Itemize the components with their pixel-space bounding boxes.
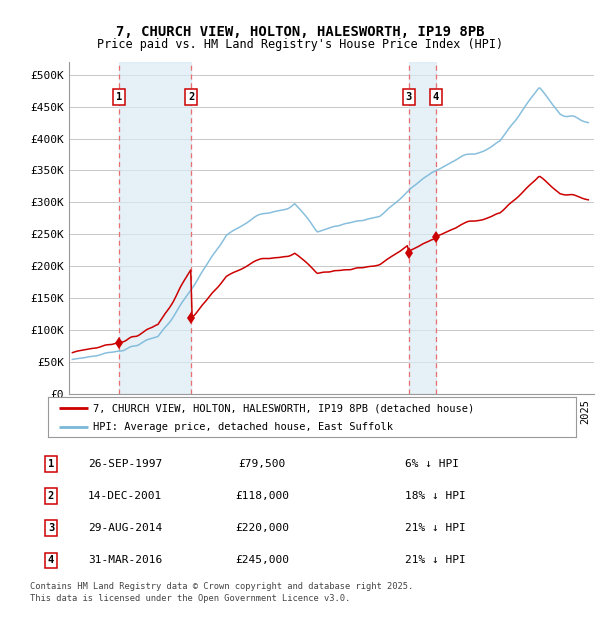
Text: 4: 4 <box>48 556 54 565</box>
Text: Price paid vs. HM Land Registry's House Price Index (HPI): Price paid vs. HM Land Registry's House … <box>97 38 503 51</box>
Text: 26-SEP-1997: 26-SEP-1997 <box>88 459 162 469</box>
Text: 3: 3 <box>406 92 412 102</box>
Text: 14-DEC-2001: 14-DEC-2001 <box>88 491 162 502</box>
Bar <box>119 62 191 394</box>
Text: 18% ↓ HPI: 18% ↓ HPI <box>406 491 466 502</box>
Text: 7, CHURCH VIEW, HOLTON, HALESWORTH, IP19 8PB: 7, CHURCH VIEW, HOLTON, HALESWORTH, IP19… <box>116 25 484 39</box>
Text: 4: 4 <box>433 92 439 102</box>
Text: Contains HM Land Registry data © Crown copyright and database right 2025.: Contains HM Land Registry data © Crown c… <box>30 582 413 591</box>
Text: HPI: Average price, detached house, East Suffolk: HPI: Average price, detached house, East… <box>93 422 393 432</box>
Text: 3: 3 <box>48 523 54 533</box>
Text: 1: 1 <box>116 92 122 102</box>
Text: This data is licensed under the Open Government Licence v3.0.: This data is licensed under the Open Gov… <box>30 595 350 603</box>
Text: £79,500: £79,500 <box>238 459 286 469</box>
Text: 29-AUG-2014: 29-AUG-2014 <box>88 523 162 533</box>
Text: 2: 2 <box>188 92 194 102</box>
Text: 1: 1 <box>48 459 54 469</box>
Text: 7, CHURCH VIEW, HOLTON, HALESWORTH, IP19 8PB (detached house): 7, CHURCH VIEW, HOLTON, HALESWORTH, IP19… <box>93 403 474 413</box>
Text: 6% ↓ HPI: 6% ↓ HPI <box>406 459 460 469</box>
Text: £220,000: £220,000 <box>235 523 289 533</box>
Text: £245,000: £245,000 <box>235 556 289 565</box>
Text: 2: 2 <box>48 491 54 502</box>
Text: 31-MAR-2016: 31-MAR-2016 <box>88 556 162 565</box>
Text: £118,000: £118,000 <box>235 491 289 502</box>
Bar <box>409 62 436 394</box>
Text: 21% ↓ HPI: 21% ↓ HPI <box>406 556 466 565</box>
Text: 21% ↓ HPI: 21% ↓ HPI <box>406 523 466 533</box>
